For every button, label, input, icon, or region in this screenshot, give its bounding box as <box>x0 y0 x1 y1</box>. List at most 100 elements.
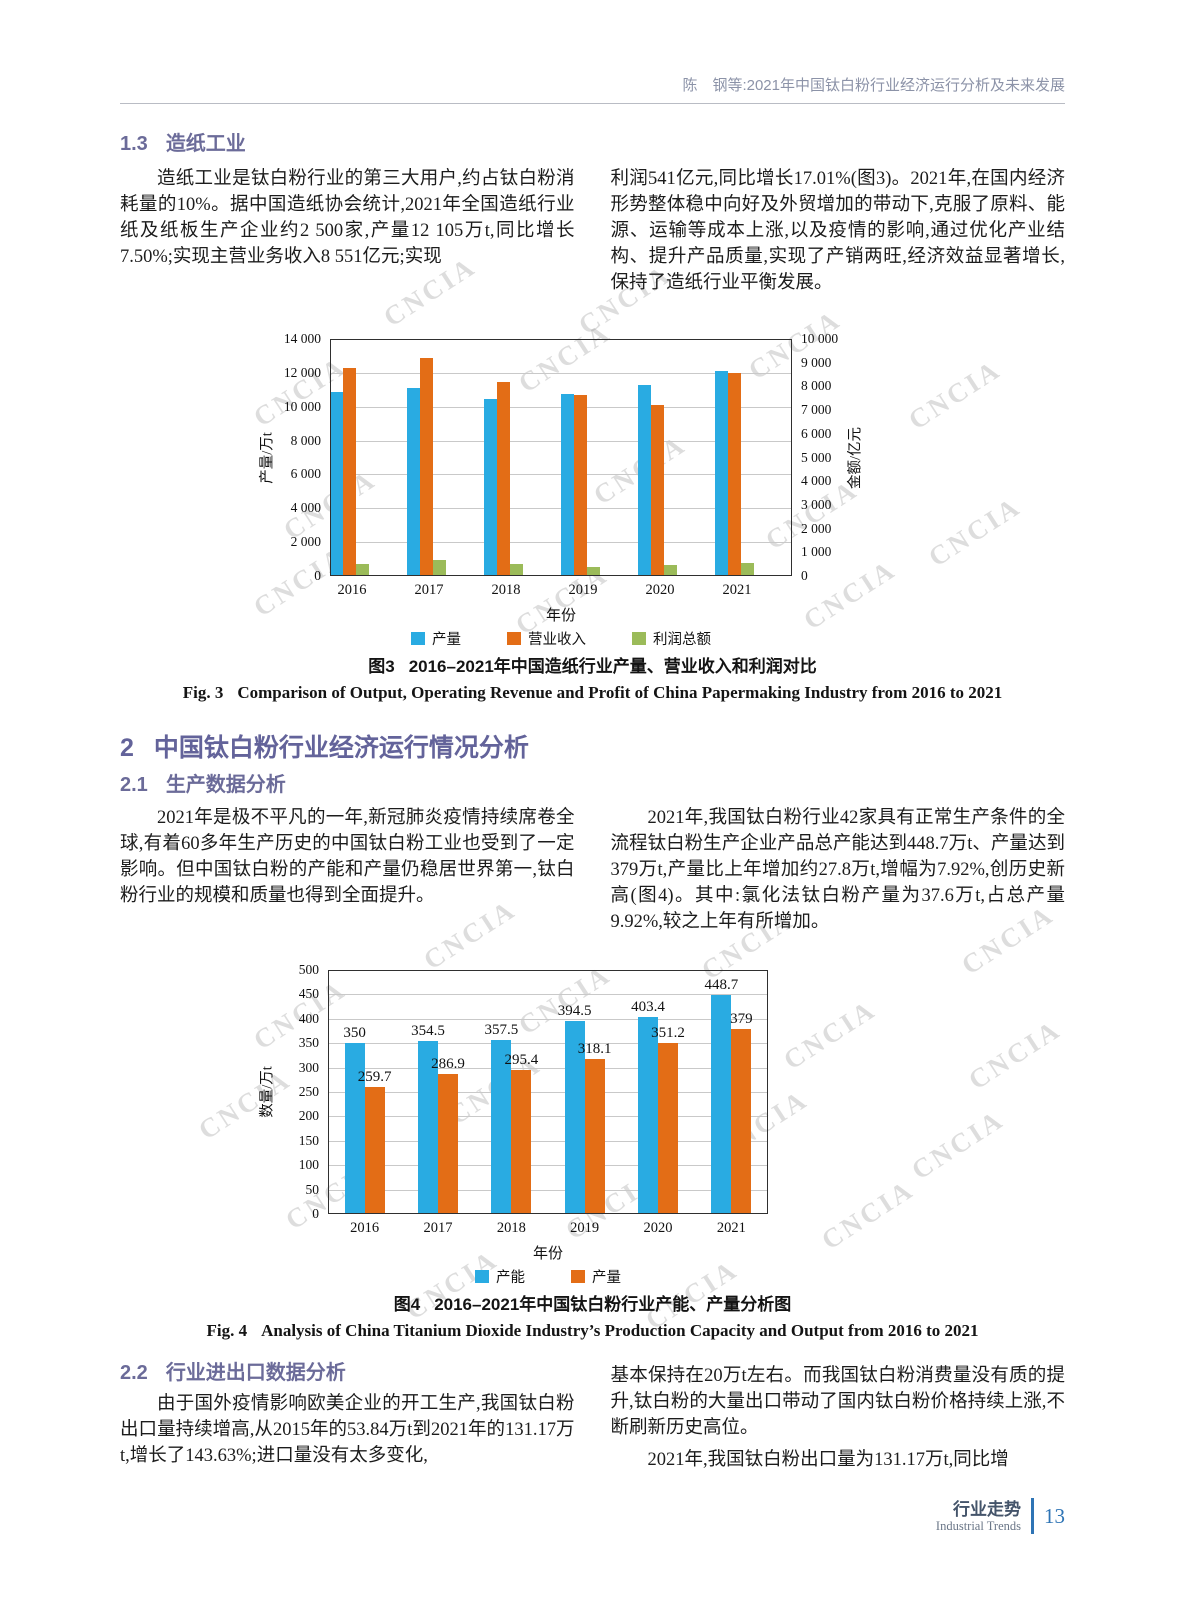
bar <box>711 995 732 1214</box>
column-left: 2.2 行业进出口数据分析 由于国外疫情影响欧美企业的开工生产,我国钛白粉出口量持… <box>120 1361 575 1473</box>
legend-label: 利润总额 <box>653 632 711 648</box>
bar-wrapper <box>587 339 600 576</box>
bar-wrapper: 351.2 <box>651 970 685 1214</box>
figure-caption-text: Comparison of Output, Operating Revenue … <box>237 683 1003 702</box>
bar-value-label: 318.1 <box>577 1040 612 1057</box>
column-left: 2021年是极不平凡的一年,新冠肺炎疫情持续席卷全球,有着60多年生产历史的中国… <box>120 805 575 935</box>
bar-wrapper <box>664 339 677 576</box>
bar-value-label: 357.5 <box>484 1021 519 1038</box>
bar-value-label: 394.5 <box>557 1003 592 1020</box>
bar-group: 357.5 295.4 <box>475 970 548 1214</box>
page-number: 13 <box>1044 1503 1065 1528</box>
bar-wrapper <box>407 339 420 576</box>
legend-swatch <box>571 1270 585 1283</box>
legend-label: 产量 <box>592 1270 621 1286</box>
column-right: 基本保持在20万t左右。而我国钛白粉消费量没有质的提升,钛白粉的大量出口带动了国… <box>611 1361 1066 1473</box>
bar-wrapper: 318.1 <box>578 970 612 1214</box>
grid-line <box>328 1189 768 1191</box>
bar <box>584 1058 605 1214</box>
chart-fig3: 2016 2017 2018 2019 2020 2021 14 000 12 000 10 0… <box>250 316 910 651</box>
bar <box>657 1042 678 1214</box>
section-heading-1-3: 1.3 造纸工业 <box>120 132 1065 156</box>
footer-divider <box>1031 1498 1034 1534</box>
figure-4-caption-cn: 图4 2016–2021年中国钛白粉行业产能、产量分析图 <box>120 1293 1065 1317</box>
bar <box>356 564 369 576</box>
y-tick-label: 10 000 <box>283 398 321 414</box>
column-right: 2021年,我国钛白粉行业42家具有正常生产条件的全流程钛白粉生产企业产品总产能… <box>611 805 1066 935</box>
y-axis-title-left: 数量/万t <box>259 1066 276 1118</box>
chart-legend: 产能 产量 <box>328 1266 768 1287</box>
section-number: 1.3 <box>120 133 148 155</box>
bar-wrapper: 379 <box>730 970 753 1214</box>
bar-value-label: 286.9 <box>431 1056 465 1072</box>
bar-wrapper <box>741 339 754 576</box>
section-number: 2 <box>120 734 134 762</box>
y-tick-label-right: 4 000 <box>801 473 832 489</box>
bar <box>433 559 446 576</box>
bar-group <box>638 339 715 576</box>
bar <box>664 565 677 576</box>
legend-item: 产能 <box>475 1266 525 1287</box>
x-tick-label: 2016 <box>350 1220 380 1236</box>
bar-wrapper: 286.9 <box>431 970 465 1214</box>
y-tick-label-right: 8 000 <box>801 378 832 394</box>
column-right: 利润541亿元,同比增长17.01%(图3)。2021年,在国内经济形势整体稳中… <box>611 166 1066 296</box>
footer-section-en: Industrial Trends <box>935 1518 1021 1533</box>
y-axis-title-left: 产量/万t <box>259 431 276 484</box>
bar-group <box>484 339 561 576</box>
y-tick-label-right: 7 000 <box>801 402 832 418</box>
legend-item: 产量 <box>411 628 461 649</box>
bar <box>491 1039 512 1214</box>
bar <box>741 563 754 576</box>
legend-item: 利润总额 <box>632 628 711 649</box>
page-footer: 行业走势 Industrial Trends 13 <box>936 1498 1065 1534</box>
section-title: 中国钛白粉行业经济运行情况分析 <box>153 734 529 762</box>
bar-group: 403.4 351.2 <box>621 970 694 1214</box>
y-tick-label-right: 9 000 <box>801 354 832 370</box>
grid-line <box>328 1116 768 1118</box>
y-tick-label: 50 <box>305 1181 320 1197</box>
y-tick-label: 0 <box>314 568 321 583</box>
grid-line <box>328 1140 768 1142</box>
y-tick-label: 400 <box>298 1010 319 1026</box>
bar <box>715 371 728 576</box>
body-paragraph: 2021年,我国钛白粉出口量为131.17万t,同比增 <box>647 1450 1009 1470</box>
figure-3: 2016 2017 2018 2019 2020 2021 14 000 12 000 10 0… <box>120 316 1065 705</box>
x-tick-label: 2021 <box>722 582 752 598</box>
bar-value-label: 350 <box>343 1025 366 1042</box>
y-tick-label: 250 <box>298 1084 319 1099</box>
y-axis-title-right: 金额/亿元 <box>847 426 864 489</box>
grid-line <box>330 372 792 374</box>
legend-swatch <box>411 632 425 645</box>
bar-group: 448.7 379 <box>695 970 768 1214</box>
bar <box>497 382 510 576</box>
footer-labels: 行业走势 Industrial Trends <box>936 1500 1021 1533</box>
footer-section-cn: 行业走势 <box>953 1499 1021 1519</box>
bar-value-label: 351.2 <box>651 1024 685 1041</box>
bar <box>364 1087 385 1214</box>
section-title: 行业进出口数据分析 <box>165 1362 346 1384</box>
grid-line <box>328 1043 768 1045</box>
bar-group <box>407 339 484 576</box>
grid-line <box>328 1018 768 1020</box>
bar <box>564 1021 585 1214</box>
y-tick-label: 6 000 <box>290 466 321 482</box>
bar <box>330 392 343 576</box>
section-heading-2-1: 2.1 生产数据分析 <box>120 773 1065 797</box>
column-left: 造纸工业是钛白粉行业的第三大用户,约占钛白粉消耗量的10%。据中国造纸协会统计,… <box>120 166 575 296</box>
y-tick-label: 150 <box>298 1132 319 1148</box>
bar <box>420 357 433 576</box>
x-tick-label: 2020 <box>643 1220 673 1236</box>
y-tick-label: 4 000 <box>290 500 321 516</box>
bar-wrapper: 394.5 <box>558 970 592 1214</box>
grid-line <box>328 1067 768 1069</box>
header-rule <box>120 103 1065 104</box>
figure-4: 350 259.7 2016 354.5 286.9 2017 357.5 295.4 2018… <box>120 952 1065 1343</box>
y-tick-label: 300 <box>298 1059 319 1075</box>
bar-wrapper <box>420 339 433 576</box>
bar <box>417 1041 438 1214</box>
bar-wrapper: 403.4 <box>631 970 665 1214</box>
bar-value-label: 379 <box>730 1011 753 1028</box>
body-paragraph: 基本保持在20万t左右。而我国钛白粉消费量没有质的提升,钛白粉的大量出口带动了国… <box>610 1366 1066 1438</box>
section-number: 2.1 <box>120 774 148 796</box>
